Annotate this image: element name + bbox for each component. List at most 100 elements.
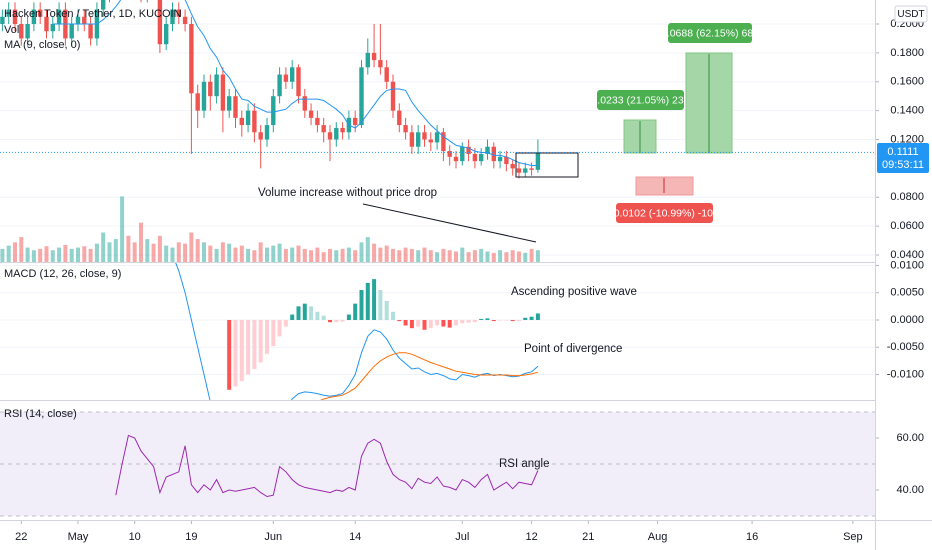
volume-bar (390, 248, 395, 262)
volume-bar (327, 248, 332, 262)
candle-body (296, 67, 301, 97)
histogram-bar (479, 318, 484, 320)
position-label-box (597, 90, 684, 110)
histogram-bar (422, 319, 427, 330)
volume-bar (535, 250, 540, 262)
candle-body (453, 156, 459, 162)
volume-bar (441, 248, 446, 262)
candle-body (409, 132, 415, 147)
volume-bar (416, 250, 421, 262)
candle-body (472, 153, 478, 162)
annotation: Point of divergence (524, 343, 622, 355)
candle-body (69, 24, 74, 39)
volume-bar (170, 247, 175, 262)
volume-bar (428, 250, 433, 262)
volume-bar (283, 248, 288, 262)
volume-bar (252, 250, 257, 262)
volume-bar (189, 232, 194, 262)
histogram-bar (346, 314, 351, 320)
volume-bar (447, 250, 452, 262)
candle-body (233, 96, 238, 118)
x-tick-label: 19 (185, 531, 197, 543)
ma-line (52, 0, 538, 166)
volume-bar (107, 242, 112, 262)
x-tick-label: Jun (264, 531, 282, 543)
last-price: 0.1111 (887, 146, 918, 158)
annotation: RSI angle (499, 458, 550, 470)
histogram-bar (353, 303, 358, 320)
y-tick-label: 40.00 (896, 484, 924, 496)
histogram-bar (485, 318, 490, 320)
histogram-bar (428, 319, 433, 329)
volume-bar (460, 247, 465, 262)
volume-bar (472, 250, 477, 262)
candle-body (529, 168, 534, 170)
y-tick-label: 60.00 (896, 432, 924, 444)
volume-bar (529, 248, 534, 262)
histogram-bar (516, 319, 521, 322)
candle-body (302, 96, 307, 111)
candle-body (100, 0, 106, 10)
candle-body (384, 67, 389, 82)
candle-body (447, 151, 452, 157)
candle-body (516, 168, 522, 173)
signal-line (320, 352, 539, 400)
volume-bar (88, 248, 93, 262)
histogram-bar (378, 290, 383, 320)
candle-body (535, 152, 541, 170)
volume-bar (372, 243, 377, 262)
volume-bar (340, 248, 345, 262)
candle-body (283, 74, 289, 82)
candle-body (31, 9, 37, 25)
candle-body (195, 93, 200, 111)
volume-bar (378, 247, 383, 262)
macd-pane (0, 263, 875, 400)
candle-body (208, 81, 213, 97)
volume-bar (516, 251, 521, 262)
volume-bar (151, 243, 156, 262)
volume-bar (19, 237, 24, 262)
unit-box[interactable] (894, 5, 928, 23)
candle-body (226, 96, 232, 111)
candle-body (504, 156, 509, 165)
volume-bar (0, 248, 5, 262)
y-tick-label: 0.0600 (890, 220, 924, 232)
histogram-bar (510, 319, 515, 322)
candle-body (397, 110, 402, 126)
candle-body (485, 146, 490, 154)
histogram-bar (283, 319, 288, 327)
volume-bar (113, 239, 118, 262)
candle-body (50, 24, 55, 32)
x-tick-label: 10 (129, 531, 141, 543)
candle-body (378, 60, 383, 68)
annotation: Volume increase without price drop (258, 187, 437, 199)
histogram-bar (365, 282, 370, 320)
histogram-bar (239, 319, 244, 382)
candle-body (176, 9, 181, 17)
histogram-bar (529, 316, 534, 320)
volume-bar (239, 245, 244, 262)
candle-body (37, 9, 43, 17)
candle-body (258, 132, 263, 140)
x-tick-label: 22 (15, 531, 27, 543)
histogram-bar (302, 303, 307, 320)
volume-bar (246, 248, 251, 262)
x-tick-label: Jul (455, 531, 469, 543)
volume-bar (359, 242, 364, 262)
volume-bar (422, 247, 427, 262)
candle-body (56, 9, 62, 25)
y-tick-label: -0.0050 (887, 341, 924, 353)
volume-bar (302, 248, 307, 262)
histogram-bar (277, 319, 282, 337)
position-label: 0.0688 (62.15%) 688 (661, 27, 759, 39)
histogram-bar (466, 319, 471, 323)
volume-bar (271, 245, 276, 262)
candle-body (214, 74, 219, 97)
annotation: Ascending positive wave (511, 286, 637, 298)
candle-body (252, 110, 257, 133)
candle-body (19, 24, 24, 39)
volume-bar (258, 242, 263, 262)
histogram-bar (403, 319, 408, 326)
